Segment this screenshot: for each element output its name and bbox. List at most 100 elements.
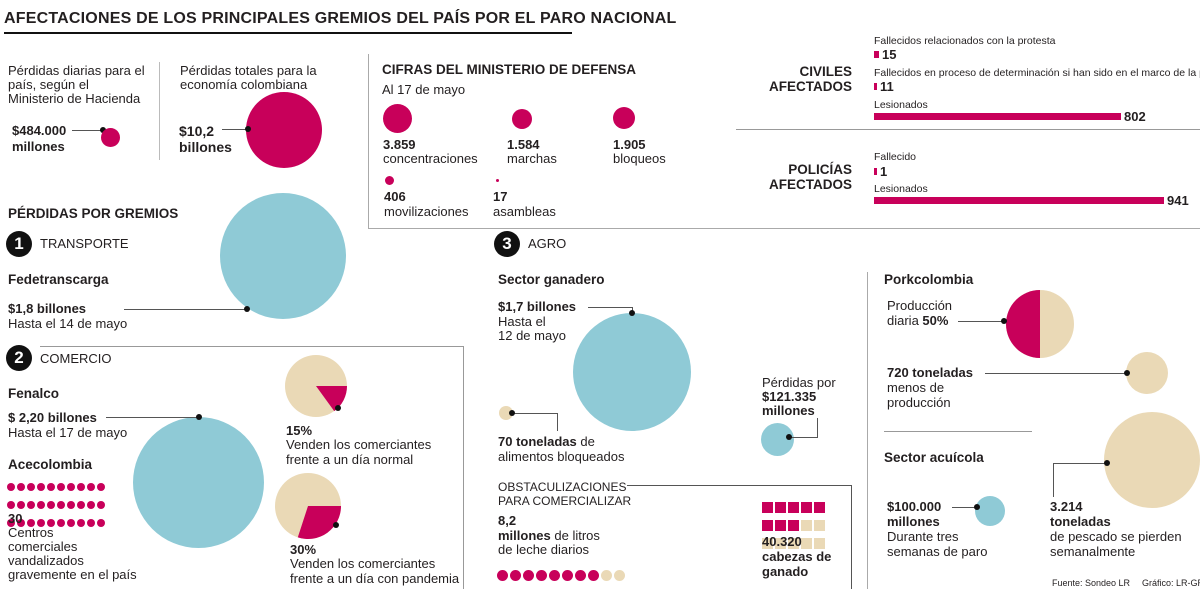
centros-text4: gravemente en el país <box>8 567 137 582</box>
centro-icon <box>87 483 95 491</box>
gremios-title: PÉRDIDAS POR GREMIOS <box>8 206 179 221</box>
pie-dia-pandemia-pct: 30% <box>290 542 317 557</box>
cattle-icon <box>775 502 786 513</box>
milk-icon <box>562 570 573 581</box>
ganadero-circle <box>573 313 691 431</box>
cattle-icon <box>775 520 786 531</box>
milk-icon <box>510 570 521 581</box>
transporte-label: TRANSPORTE <box>40 236 129 251</box>
comercio-label: COMERCIO <box>40 351 112 366</box>
centro-icon <box>77 519 85 527</box>
policias-value-0: 1 <box>880 164 888 179</box>
ganadero-date1: Hasta el <box>498 314 546 329</box>
centro-icon <box>17 483 25 491</box>
centros-icon-grid <box>7 480 111 534</box>
obst-title2: PARA COMERCIALIZAR <box>498 494 632 508</box>
civiles-value-1: 11 <box>880 79 894 94</box>
centro-icon <box>47 519 55 527</box>
agro-number: 3 <box>494 231 520 257</box>
footer-graphic: Gráfico: LR-GR <box>1142 578 1200 588</box>
pie-dia-pandemia-slice <box>297 506 341 539</box>
milk-icon <box>549 570 560 581</box>
marchas-label: marchas <box>507 151 557 166</box>
civiles-label-0: Fallecidos relacionados con la protesta <box>874 35 1056 47</box>
centro-icon <box>27 519 35 527</box>
milk-icon <box>497 570 508 581</box>
milk-value: 8,2 <box>498 513 517 528</box>
policias-bar-0 <box>874 168 877 175</box>
pork-prod-label1: Producción <box>887 298 953 313</box>
daily-losses-value: $484.000 <box>12 123 67 138</box>
cattle-icon <box>788 502 799 513</box>
pork-prod-line2: diaria 50% <box>887 314 948 328</box>
bloqueos-circle <box>613 107 635 129</box>
milk-icon <box>601 570 612 581</box>
title-underline <box>4 32 572 34</box>
centro-icon <box>97 501 105 509</box>
perdidas-value: $121.335 <box>762 389 817 404</box>
movilizaciones-circle <box>385 176 394 185</box>
cattle-icon <box>762 502 773 513</box>
movilizaciones-label: movilizaciones <box>384 204 469 219</box>
civiles-label-2: Lesionados <box>874 99 928 111</box>
perdidas-label: Pérdidas por <box>762 375 836 390</box>
pork-ton-circle <box>1126 352 1168 394</box>
marchas-value: 1.584 <box>507 137 540 152</box>
policias-title: POLICÍAS AFECTADOS <box>769 162 852 192</box>
fish-text2: semanalmente <box>1050 544 1136 559</box>
centro-icon <box>37 501 45 509</box>
fenalco-date: Hasta el 17 de mayo <box>8 425 128 440</box>
centro-icon <box>17 501 25 509</box>
fish-unit: toneladas <box>1050 514 1111 529</box>
centro-icon <box>67 483 75 491</box>
centro-icon <box>57 483 65 491</box>
concentraciones-label: concentraciones <box>383 151 478 166</box>
transporte-number: 1 <box>6 231 32 257</box>
centro-icon <box>67 501 75 509</box>
ganadero-value: $1,7 billones <box>498 299 577 314</box>
alimentos-circle <box>499 406 513 420</box>
daily-losses-unit: millones <box>12 139 65 154</box>
centro-icon <box>97 519 105 527</box>
cattle-icon <box>762 538 773 549</box>
policias-bar-1 <box>874 197 1164 204</box>
pie-dia-normal-pct: 15% <box>286 423 313 438</box>
asambleas-circle <box>496 179 499 182</box>
milk-icon-grid <box>497 568 627 586</box>
centro-icon <box>67 519 75 527</box>
transporte-value: $1,8 billones <box>8 301 87 316</box>
page-title: AFECTACIONES DE LOS PRINCIPALES GREMIOS … <box>4 10 677 27</box>
movilizaciones-value: 406 <box>384 189 406 204</box>
pork-ton-text2: producción <box>887 395 951 410</box>
concentraciones-value: 3.859 <box>383 137 416 152</box>
milk-text1: de litros <box>554 528 600 543</box>
centro-icon <box>27 501 35 509</box>
marchas-circle <box>512 109 532 129</box>
cattle-icon <box>762 520 773 531</box>
cattle-icon <box>814 502 825 513</box>
cattle-icon <box>801 502 812 513</box>
daily-losses-label: Pérdidas diarias para el país, según el … <box>8 63 145 106</box>
centro-icon <box>7 519 15 527</box>
centro-icon <box>77 501 85 509</box>
centro-icon <box>57 519 65 527</box>
milk-icon <box>575 570 586 581</box>
pork-prod-pct: 50% <box>922 313 949 328</box>
total-losses-value: $10,2 <box>179 123 215 139</box>
centro-icon <box>57 501 65 509</box>
cattle-icon <box>801 538 812 549</box>
pie-dia-normal-slice <box>316 386 347 412</box>
transporte-circle <box>220 193 346 319</box>
pie-produccion-slice <box>1006 290 1040 358</box>
comercio-number: 2 <box>6 345 32 371</box>
defense-date: Al 17 de mayo <box>382 82 466 97</box>
total-losses-unit: billones <box>179 139 232 155</box>
civiles-value-0: 15 <box>882 47 897 62</box>
centro-icon <box>77 483 85 491</box>
centro-icon <box>7 501 15 509</box>
centro-icon <box>37 483 45 491</box>
alimentos-line1: 70 toneladas de <box>498 435 595 449</box>
milk-icon <box>536 570 547 581</box>
civiles-bar-1 <box>874 83 877 90</box>
milk-text2: de leche diarios <box>498 542 590 557</box>
